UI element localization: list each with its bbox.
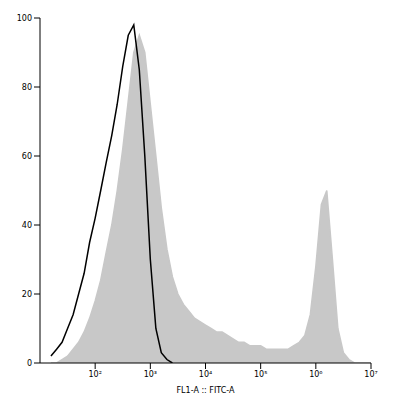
svg-text:10⁴: 10⁴ xyxy=(199,370,212,379)
svg-text:10⁶: 10⁶ xyxy=(309,370,322,379)
svg-text:20: 20 xyxy=(22,290,32,299)
svg-text:60: 60 xyxy=(22,152,32,161)
svg-text:10⁵: 10⁵ xyxy=(254,370,267,379)
svg-text:10²: 10² xyxy=(88,370,101,379)
svg-text:10⁷: 10⁷ xyxy=(364,370,377,379)
svg-text:0: 0 xyxy=(27,359,32,368)
svg-text:100: 100 xyxy=(17,14,32,23)
svg-text:40: 40 xyxy=(22,221,32,230)
svg-text:80: 80 xyxy=(22,83,32,92)
svg-text:FL1-A :: FITC-A: FL1-A :: FITC-A xyxy=(177,386,235,395)
svg-text:10³: 10³ xyxy=(144,370,157,379)
